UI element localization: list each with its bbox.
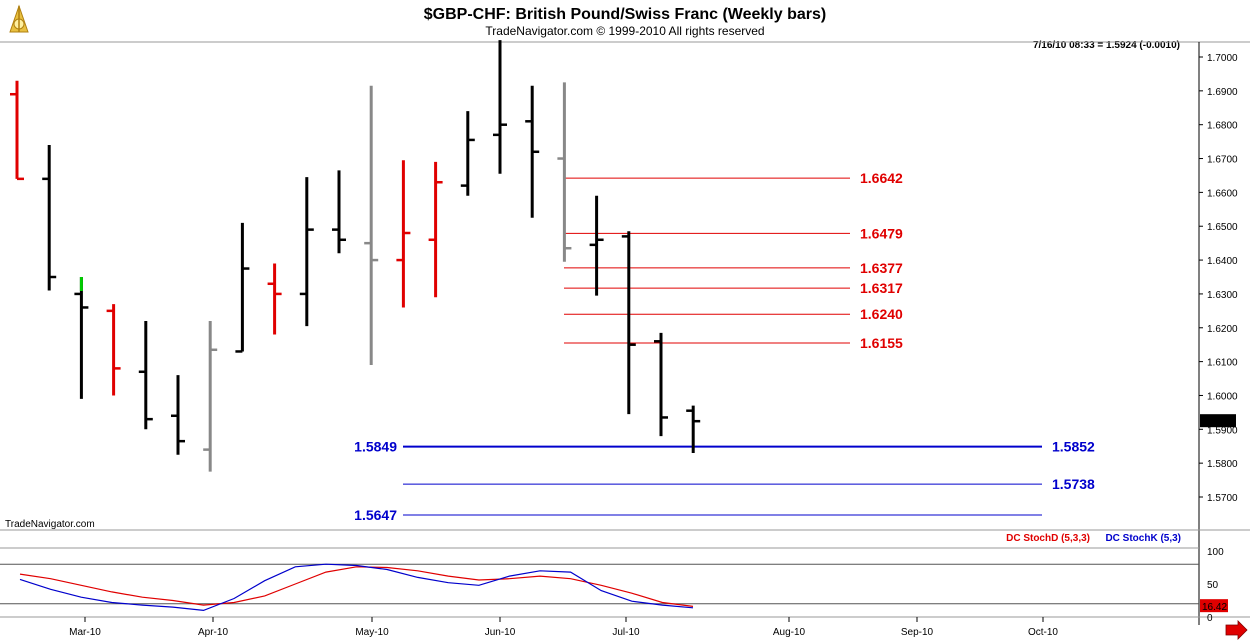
last-price-box: 1.5924 bbox=[1200, 414, 1236, 428]
fib-level-label: 1.6377 bbox=[860, 260, 903, 276]
price-tick-label: 1.6100 bbox=[1207, 358, 1238, 369]
ohlc-bar bbox=[654, 332, 668, 437]
quote-readout: 7/16/10 08:33 = 1.5924 (-0.0010) bbox=[1033, 40, 1180, 51]
price-tick-label: 1.6600 bbox=[1207, 188, 1238, 199]
price-tick-label: 1.5800 bbox=[1207, 459, 1238, 470]
fib-level-label: 1.6479 bbox=[860, 225, 903, 241]
price-tick-label: 1.6200 bbox=[1207, 324, 1238, 335]
target-level-label-right: 1.5852 bbox=[1052, 439, 1095, 455]
ohlc-bar bbox=[686, 405, 701, 453]
ohlc-bar bbox=[460, 111, 475, 196]
price-tick-label: 1.6400 bbox=[1207, 256, 1238, 267]
price-tick-label: 1.6500 bbox=[1207, 222, 1238, 233]
ohlc-bar bbox=[493, 40, 507, 174]
stoch-tick-label: 0 bbox=[1207, 613, 1213, 624]
ohlc-bar bbox=[621, 231, 636, 415]
ohlc-bar bbox=[396, 160, 411, 308]
watermark: TradeNavigator.com bbox=[5, 519, 95, 530]
price-tick-label: 1.6800 bbox=[1207, 121, 1238, 132]
stoch-lines bbox=[19, 563, 694, 612]
fib-level-label: 1.6317 bbox=[860, 280, 903, 296]
chart-copyright: TradeNavigator.com © 1999-2010 All right… bbox=[485, 24, 764, 38]
ohlc-bar bbox=[299, 177, 314, 327]
stoch-axis: 100 50 0 bbox=[0, 547, 1224, 624]
chart-title: $GBP-CHF: British Pound/Swiss Franc (Wee… bbox=[424, 6, 826, 23]
stoch-tick-label: 100 bbox=[1207, 547, 1224, 558]
ohlc-bar bbox=[557, 82, 572, 262]
red-levels: 1.6642 1.6479 1.6377 1.6317 1.6240 1.6155 bbox=[564, 170, 903, 351]
price-tick-label: 1.5900 bbox=[1207, 425, 1238, 436]
stoch-series-line bbox=[19, 563, 694, 612]
fib-level-label: 1.6240 bbox=[860, 306, 903, 322]
time-tick-label: Oct-10 bbox=[1028, 627, 1058, 638]
target-level-label-left: 1.5849 bbox=[354, 439, 397, 455]
stoch-tick-label: 50 bbox=[1207, 580, 1219, 591]
price-tick-label: 1.7000 bbox=[1207, 53, 1238, 64]
time-tick-label: Jun-10 bbox=[485, 627, 516, 638]
fib-level-label: 1.6642 bbox=[860, 170, 903, 186]
ohlc-bar bbox=[106, 304, 121, 396]
ohlc-bar bbox=[235, 222, 250, 353]
target-level-label-left: 1.5647 bbox=[354, 507, 397, 523]
stoch-last-label: 16.42 bbox=[1202, 602, 1227, 613]
stoch-last-box: 16.42 bbox=[1200, 599, 1228, 613]
legend-stoch-d: DC StochD (5,3,3) bbox=[1006, 533, 1090, 544]
price-tick-label: 1.6700 bbox=[1207, 155, 1238, 166]
time-tick-label: Apr-10 bbox=[198, 627, 228, 638]
ohlc-bar bbox=[267, 263, 282, 335]
stoch-series-line bbox=[19, 566, 694, 607]
price-bars bbox=[10, 40, 701, 472]
price-tick-label: 1.6000 bbox=[1207, 391, 1238, 402]
blue-levels: 1.5849 1.5852 1.5738 1.5647 bbox=[354, 439, 1095, 523]
price-tick-label: 1.6300 bbox=[1207, 290, 1238, 301]
time-axis: Mar-10 Apr-10 May-10 Jun-10 Jul-10 Aug-10 Sep-… bbox=[69, 617, 1058, 638]
ohlc-bar bbox=[589, 195, 604, 296]
logo bbox=[4, 3, 34, 37]
price-tick-label: 1.6900 bbox=[1207, 87, 1238, 98]
ohlc-bar bbox=[364, 85, 379, 365]
price-axis: 1.7000 1.6900 1.6800 1.6700 1.6600 1.6500 1.64… bbox=[1199, 53, 1238, 504]
fib-level-label: 1.6155 bbox=[860, 335, 903, 351]
ohlc-bar bbox=[171, 375, 185, 455]
time-tick-label: Mar-10 bbox=[69, 627, 101, 638]
ohlc-bar bbox=[42, 145, 57, 291]
time-tick-label: May-10 bbox=[355, 627, 389, 638]
ohlc-bar bbox=[525, 85, 540, 218]
scroll-right-button[interactable] bbox=[1225, 620, 1248, 640]
ohlc-bar bbox=[428, 161, 443, 298]
target-level-label-right: 1.5738 bbox=[1052, 476, 1095, 492]
time-tick-label: Aug-10 bbox=[773, 627, 806, 638]
ohlc-bar bbox=[74, 277, 89, 399]
price-tick-label: 1.5700 bbox=[1207, 493, 1238, 504]
last-price-label: 1.5924 bbox=[1203, 417, 1234, 428]
sextant-icon bbox=[9, 4, 29, 33]
time-tick-label: Sep-10 bbox=[901, 627, 934, 638]
ohlc-bar bbox=[332, 170, 346, 254]
ohlc-bar bbox=[138, 321, 153, 430]
ohlc-bar bbox=[10, 80, 24, 181]
arrow-right-icon[interactable] bbox=[1225, 620, 1248, 640]
time-tick-label: Jul-10 bbox=[612, 627, 640, 638]
ohlc-bar bbox=[203, 321, 218, 472]
legend-stoch-k: DC StochK (5,3) bbox=[1105, 533, 1181, 544]
